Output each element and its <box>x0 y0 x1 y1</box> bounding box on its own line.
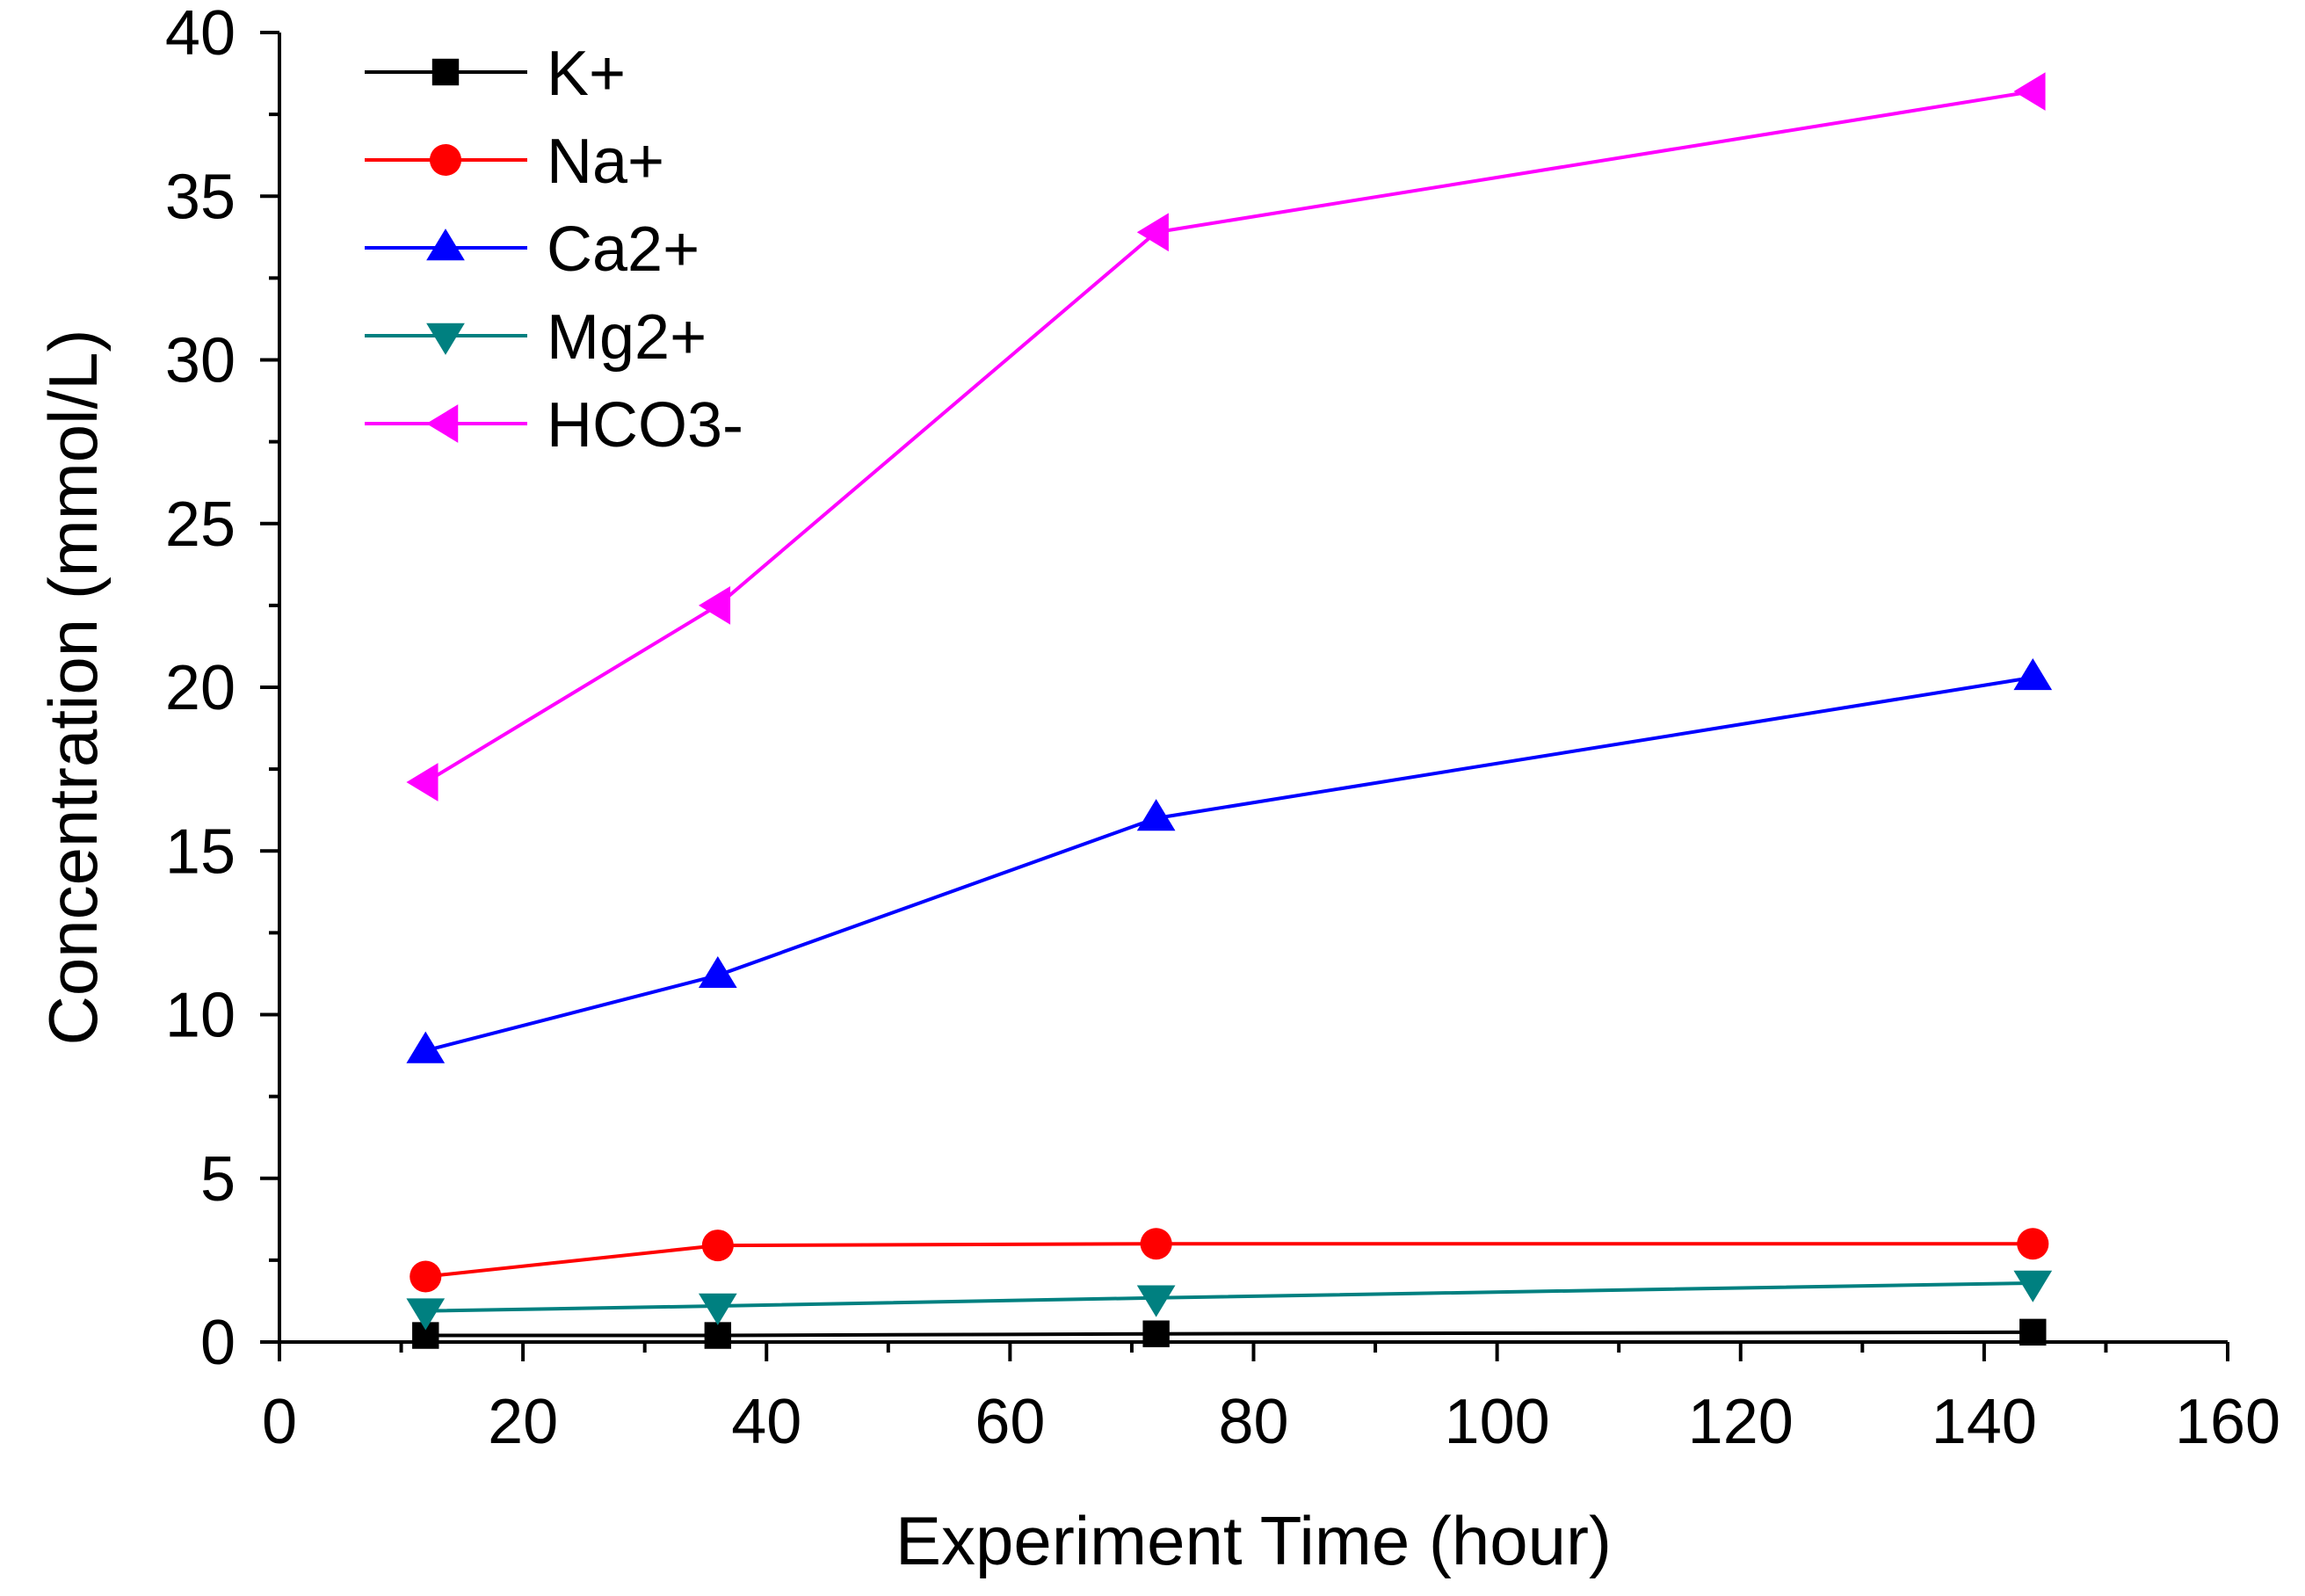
x-tick-label: 80 <box>1218 1387 1288 1457</box>
data-point-hco3 <box>698 586 731 625</box>
data-point-k <box>1142 1320 1170 1347</box>
y-tick-label: 15 <box>165 816 236 887</box>
data-point-hco3 <box>2013 72 2046 111</box>
data-point-hco3 <box>406 763 439 802</box>
x-tick-label: 120 <box>1688 1387 1794 1457</box>
legend-marker-k <box>431 58 460 86</box>
y-tick-label: 0 <box>200 1308 236 1378</box>
data-point-mg2 <box>698 1293 737 1325</box>
data-point-na <box>2017 1228 2049 1260</box>
legend-marker-ca2 <box>426 229 465 261</box>
data-point-na <box>701 1230 734 1262</box>
data-point-ca2 <box>406 1031 446 1063</box>
x-tick-label: 40 <box>731 1387 801 1457</box>
legend-item-k: K+ <box>365 39 626 109</box>
legend-marker-mg2 <box>426 323 465 355</box>
data-point-k <box>2019 1318 2047 1346</box>
legend-label: Ca2+ <box>547 214 699 285</box>
legend-item-na: Na+ <box>365 127 664 197</box>
data-point-mg2 <box>1136 1285 1176 1317</box>
legend: K+ Na+ Ca2+ Mg2+ HCO3- <box>365 39 743 461</box>
x-axis-title: Experiment Time (hour) <box>895 1502 1612 1579</box>
legend-label: K+ <box>547 39 626 109</box>
data-point-ca2 <box>2013 657 2053 691</box>
data-point-na <box>410 1260 442 1293</box>
y-tick-label: 25 <box>165 490 236 560</box>
legend-marker-na <box>429 143 462 177</box>
series-line-na <box>425 1242 2033 1279</box>
y-tick-label: 30 <box>165 326 236 396</box>
x-tick-label: 140 <box>1932 1387 2037 1457</box>
series-line-hco3 <box>424 90 2033 784</box>
x-tick-label: 160 <box>2175 1387 2280 1457</box>
series-group <box>406 72 2053 1349</box>
series-hco3 <box>406 72 2046 802</box>
data-point-hco3 <box>1136 213 1169 252</box>
series-line-mg2 <box>425 1280 2033 1313</box>
y-tick-label: 10 <box>165 981 236 1051</box>
y-tick-label: 20 <box>165 653 236 723</box>
legend-item-hco3: HCO3- <box>365 390 743 461</box>
data-point-ca2 <box>1136 799 1176 831</box>
y-tick-label: 5 <box>200 1144 236 1215</box>
series-ca2 <box>406 657 2053 1063</box>
y-axis-title: Concentration (mmol/L) <box>34 330 112 1046</box>
y-ticks: 0 5 10 15 20 25 30 35 40 <box>165 0 279 1378</box>
series-line-k <box>425 1330 2033 1338</box>
legend-label: Na+ <box>547 127 664 197</box>
series-k <box>412 1318 2047 1349</box>
x-tick-label: 100 <box>1445 1387 1550 1457</box>
y-tick-label: 40 <box>165 0 236 69</box>
x-tick-label: 20 <box>488 1387 558 1457</box>
data-point-na <box>1140 1228 1172 1260</box>
series-na <box>410 1228 2049 1293</box>
legend-item-mg2: Mg2+ <box>365 302 707 373</box>
data-point-k <box>704 1322 732 1349</box>
data-point-mg2 <box>406 1298 446 1331</box>
series-mg2 <box>406 1270 2053 1331</box>
x-ticks: 0 20 40 60 80 100 120 140 160 <box>262 1342 2280 1457</box>
y-tick-label: 35 <box>165 162 236 232</box>
data-point-ca2 <box>698 955 737 989</box>
data-point-mg2 <box>2013 1270 2053 1302</box>
series-line-ca2 <box>424 675 2033 1053</box>
legend-marker-hco3 <box>426 404 459 443</box>
legend-label: Mg2+ <box>547 302 707 373</box>
x-tick-label: 0 <box>262 1387 297 1457</box>
x-tick-label: 60 <box>975 1387 1045 1457</box>
legend-label: HCO3- <box>547 390 743 461</box>
legend-item-ca2: Ca2+ <box>365 214 699 285</box>
